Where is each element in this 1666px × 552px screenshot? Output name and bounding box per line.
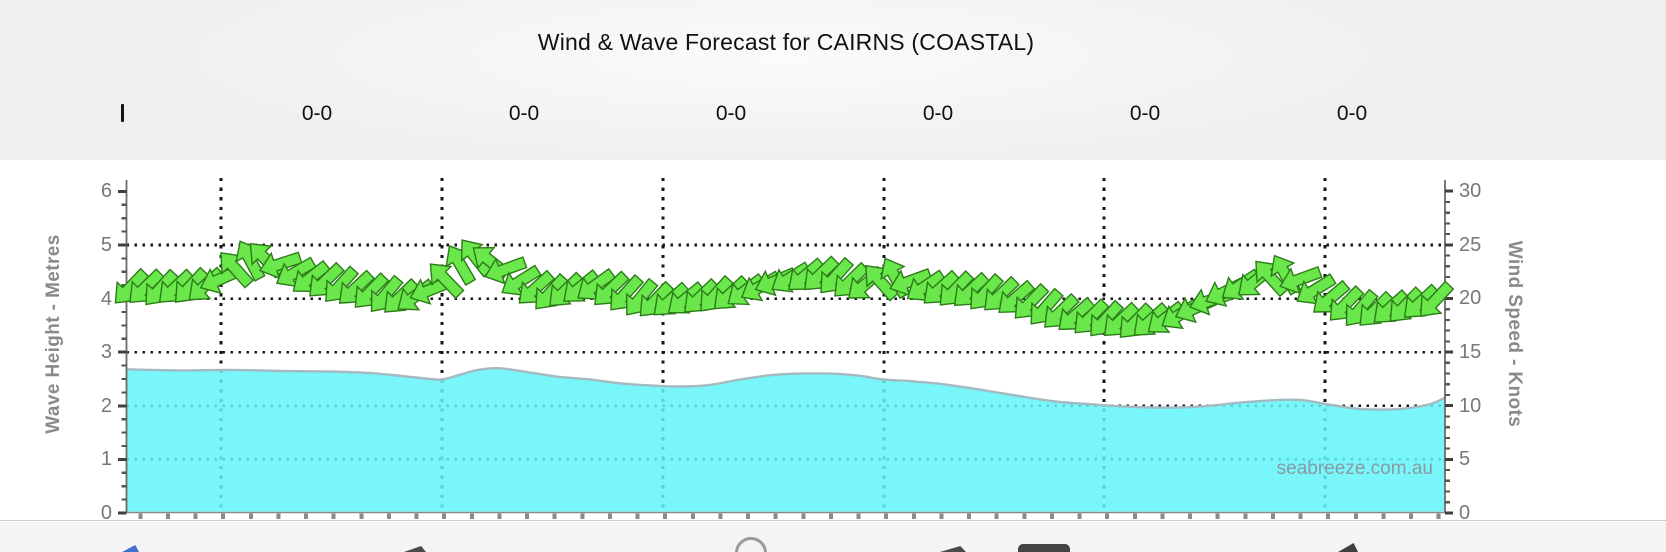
right-axis-tick-label: 0: [1459, 502, 1471, 524]
day-header-label: 0-0: [922, 102, 954, 125]
left-axis-title: Wave Height - Metres: [43, 234, 64, 434]
bottom-divider: [0, 520, 1666, 521]
wind-direction-arrow: [1419, 280, 1455, 317]
right-axis-tick-label: 5: [1459, 448, 1471, 471]
day-header-label: 0-0: [301, 102, 333, 125]
wave-area-edge: [126, 366, 1446, 411]
right-axis-tick-label: 10: [1459, 394, 1482, 417]
cutoff-icon: [404, 546, 426, 552]
clipped-day-label: [121, 104, 124, 122]
next-row-cutoff-strip: [0, 522, 1666, 552]
left-axis-tick-label: 2: [100, 394, 112, 417]
left-axis-tick-label: 0: [100, 502, 112, 524]
left-axis-tick-label: 4: [100, 287, 112, 310]
chart-title: Wind & Wave Forecast for CAIRNS (COASTAL…: [537, 29, 1035, 55]
wind-direction-arrow: [484, 256, 528, 285]
cutoff-icon: [1018, 544, 1070, 552]
header-band: [0, 0, 1666, 160]
left-axis-tick-label: 5: [100, 234, 112, 256]
wind-direction-arrow: [1279, 265, 1323, 295]
right-axis-tick-label: 20: [1459, 287, 1482, 310]
wind-direction-arrow: [429, 263, 465, 300]
right-axis-tick-label: 15: [1459, 341, 1482, 364]
left-axis-tick-label: 3: [100, 341, 112, 364]
left-axis-tick-label: 1: [100, 448, 112, 471]
right-axis-tick-label: 25: [1459, 233, 1482, 256]
day-header-label: 0-0: [508, 102, 540, 125]
right-axis-title: Wind Speed - Knots: [1504, 240, 1525, 428]
cutoff-icon: [1338, 543, 1358, 552]
watermark: seabreeze.com.au: [1276, 458, 1433, 479]
right-axis-tick-label: 30: [1459, 180, 1482, 203]
wave-height-area: [127, 368, 1445, 512]
left-axis-tick-label: 6: [100, 180, 112, 203]
cutoff-icon: [940, 546, 966, 552]
cutoff-icon: [122, 545, 139, 552]
day-header-label: 0-0: [1129, 102, 1161, 125]
day-header-label: 0-0: [715, 102, 747, 125]
day-header-label: 0-0: [1336, 102, 1368, 125]
